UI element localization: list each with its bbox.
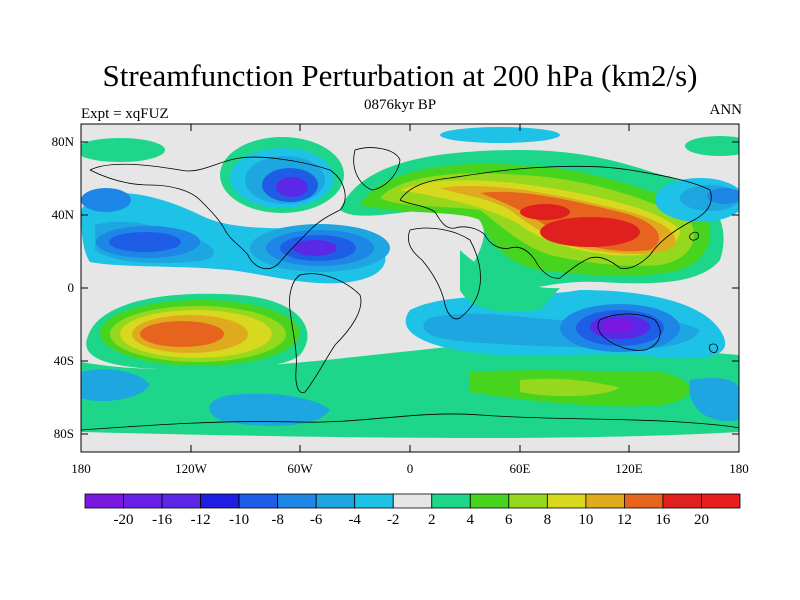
colorbar-box [354, 493, 394, 509]
axis-ticks [80, 124, 740, 452]
colorbar-box [508, 493, 548, 509]
colorbar-label: -2 [386, 512, 400, 528]
colorbar [84, 493, 741, 509]
colorbar-box [238, 493, 279, 509]
colorbar-box [585, 493, 625, 509]
lon-label-120e: 120E [615, 461, 643, 476]
colorbar-box [315, 493, 356, 509]
lat-label-80s: 80S [53, 426, 74, 441]
colorbar-box [431, 493, 471, 509]
colorbar-box [546, 493, 587, 509]
colorbar-label: 4 [466, 512, 475, 528]
colorbar-label: -4 [348, 512, 361, 528]
south-pacific-anomaly [86, 293, 308, 371]
season-label: ANN [709, 102, 743, 118]
colorbar-label: 8 [543, 512, 552, 528]
colorbar-box [469, 493, 510, 509]
coastlines [81, 147, 739, 431]
lon-label-0: 0 [406, 461, 414, 476]
lat-label-0: 0 [67, 280, 75, 295]
lon-label-120w: 120W [175, 461, 207, 476]
colorbar-box [392, 493, 433, 509]
lon-label-180w: 180 [71, 461, 91, 476]
lat-label-40n: 40N [51, 207, 74, 222]
colorbar-box [161, 493, 201, 509]
plot-title: Streamfunction Perturbation at 200 hPa (… [102, 58, 698, 93]
colorbar-box [701, 493, 741, 509]
colorbar-box [200, 493, 240, 509]
experiment-label: Expt = xqFUZ [81, 106, 169, 122]
lat-label-40s: 40S [53, 353, 74, 368]
colorbar-label: 20 [694, 512, 709, 528]
lon-label-60w: 60W [287, 461, 313, 476]
colorbar-label: -8 [271, 512, 284, 528]
colorbar-label: -10 [229, 512, 250, 528]
colorbar-label: -16 [152, 512, 173, 528]
colorbar-label: 6 [505, 512, 513, 528]
time-label: 0876kyr BP [363, 97, 437, 113]
colorbar-box [84, 493, 124, 509]
colorbar-label: 10 [578, 512, 594, 528]
lon-label-180e: 180 [729, 461, 749, 476]
colorbar-label: 12 [616, 512, 632, 528]
eurasia-anomaly [340, 150, 724, 312]
colorbar-label: -6 [309, 512, 323, 528]
colorbar-label: -20 [113, 512, 134, 528]
lat-label-80n: 80N [51, 134, 74, 149]
colorbar-label: -12 [190, 512, 211, 528]
contour-field [81, 124, 739, 452]
canada-anomaly [220, 137, 344, 213]
colorbar-box [662, 493, 702, 509]
colorbar-box [277, 493, 317, 509]
lon-label-60e: 60E [509, 461, 531, 476]
colorbar-label: 16 [655, 512, 671, 528]
colorbar-label: 2 [428, 512, 436, 528]
colorbar-box [624, 493, 664, 509]
colorbar-box [123, 493, 163, 509]
